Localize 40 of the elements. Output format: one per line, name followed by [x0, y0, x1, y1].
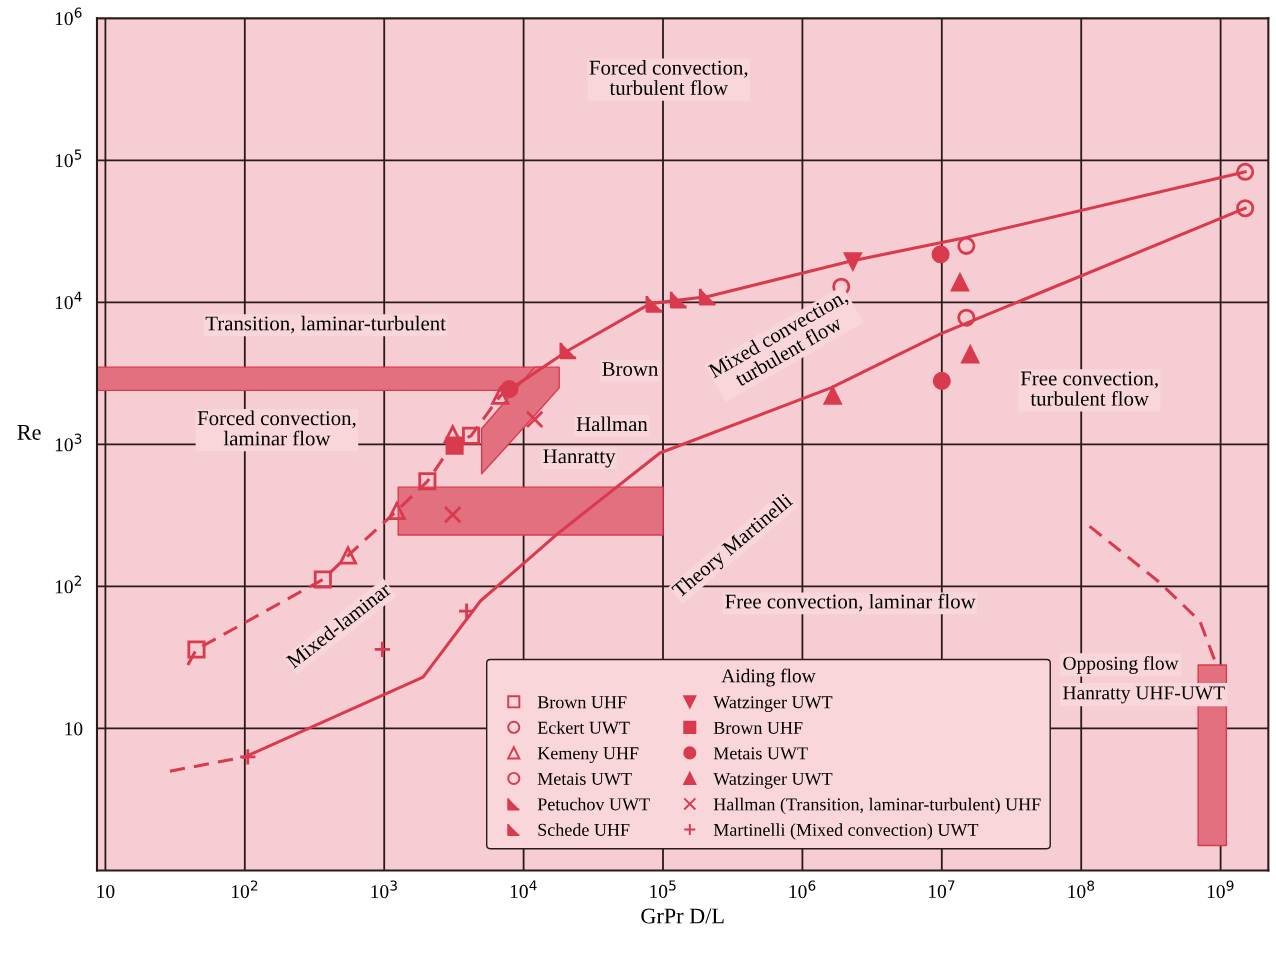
annotation: Hallman — [576, 416, 648, 432]
legend-label: Watzinger UWT — [713, 772, 833, 789]
legend-label: Petuchov UWT — [537, 797, 650, 811]
annotation: Hanratty UHF-UWT — [1063, 686, 1225, 704]
annotation: Opposing flow — [1063, 655, 1179, 674]
legend-label: Brown UHF — [537, 696, 627, 709]
legend-label: Metais UWT — [713, 747, 808, 760]
x-tick-label: 10$^{5}$ — [650, 880, 676, 898]
x-tick-label: 10$^{4}$ — [510, 880, 537, 898]
annotation: Forced convection, laminar flow — [197, 410, 356, 446]
y-tick-label: 10$^{4}$ — [55, 291, 82, 310]
annotation: Forced convection, turbulent flow — [589, 60, 748, 96]
annotation: Free convection, turbulent flow — [1020, 371, 1158, 406]
legend-label: Hallman (Transition, laminar-turbulent) UHF — [713, 797, 1041, 815]
legend-label: Metais UWT — [537, 772, 632, 786]
legend-title: Aiding flow — [721, 668, 816, 687]
y-tick-label: 10 — [65, 722, 83, 736]
legend-label: Brown UHF — [713, 721, 803, 734]
annotation: Transition, laminar-turbulent — [205, 315, 446, 334]
legend-label: Watzinger UWT — [713, 696, 833, 713]
y-tick-label: 10$^{3}$ — [55, 433, 82, 452]
x-tick-label: 10$^{7}$ — [929, 880, 955, 898]
legend-label: Martinelli (Mixed convection) UWT — [713, 823, 979, 840]
annotation: Brown — [602, 362, 659, 376]
y-tick-label: 10$^{5}$ — [55, 149, 82, 168]
x-axis-title: GrPr D/L — [641, 908, 724, 924]
y-tick-label: 10$^{6}$ — [55, 7, 82, 26]
x-tick-label: 10$^{2}$ — [232, 880, 258, 899]
x-tick-label: 10$^{8}$ — [1068, 880, 1095, 899]
annotation: Free convection, laminar flow — [725, 593, 976, 612]
x-tick-label: 10$^{3}$ — [371, 880, 397, 899]
x-tick-label: 10$^{9}$ — [1207, 880, 1234, 899]
y-tick-label: 10$^{2}$ — [55, 575, 82, 594]
y-axis-title: Re — [17, 425, 41, 440]
legend-label: Schede UHF — [538, 823, 630, 836]
legend-label: Eckert UWT — [537, 721, 630, 734]
annotation: Hanratty — [543, 449, 616, 468]
x-tick-label: 10 — [97, 884, 115, 899]
x-tick-label: 10$^{6}$ — [789, 880, 816, 899]
legend-label: Kemeny UHF — [537, 747, 639, 764]
